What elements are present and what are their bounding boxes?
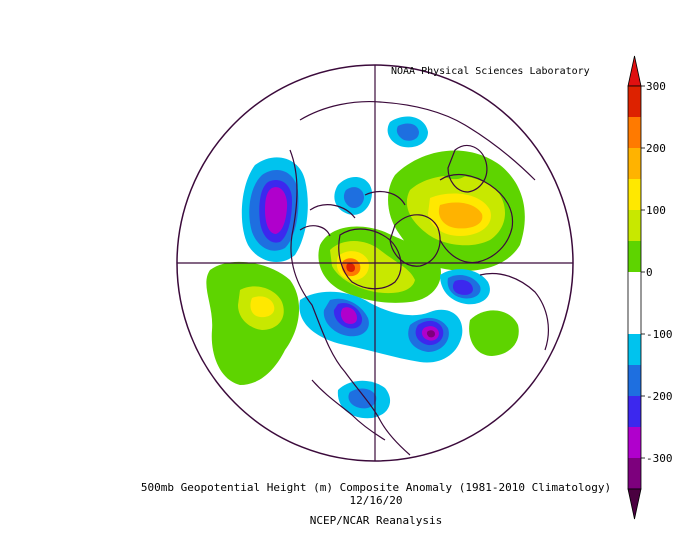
negative-anomaly-north-america-core: [426, 330, 435, 338]
positive-anomaly-atlantic: [469, 310, 519, 356]
colorbar-segment: [628, 334, 641, 365]
negative-anomaly-arctic-blue: [343, 187, 364, 208]
caption-title: 500mb Geopotential Height (m) Composite …: [140, 481, 612, 494]
colorbar-segment: [628, 86, 641, 117]
coastline-north-america: [289, 149, 411, 456]
negative-anomaly-north-america-magenta: [340, 307, 439, 341]
negative-anomaly-kara-blue: [396, 123, 419, 141]
colorbar: [627, 55, 645, 520]
colorbar-segment: [628, 396, 641, 427]
negative-anomaly-north-america-indigo: [333, 302, 444, 346]
coastline-canadian-arctic: [299, 191, 406, 237]
positive-anomaly-canada-max: [346, 263, 355, 272]
colorbar-segment: [628, 303, 641, 334]
credit-text: NOAA Physical Sciences Laboratory: [391, 66, 590, 77]
coastline-scandinavia: [447, 145, 488, 193]
colorbar-label-neg100: -100: [646, 328, 673, 341]
colorbar-label-neg200: -200: [646, 390, 673, 403]
coastline-greenland: [389, 214, 441, 267]
negative-anomaly-mediterranean-indigo: [452, 279, 473, 295]
colorbar-label-300: 300: [646, 80, 666, 93]
caption-date: 12/16/20: [349, 494, 403, 507]
coastline-africa: [479, 272, 550, 351]
colorbar-segment: [628, 179, 641, 210]
anomaly-fills: [206, 116, 525, 419]
colorbar-top-arrow: [627, 55, 642, 87]
colorbar-segment: [628, 117, 641, 148]
coastline-hudson-bay: [338, 228, 402, 290]
coastlines: [289, 101, 550, 456]
positive-anomaly-europe-max: [438, 202, 483, 229]
colorbar-segment: [628, 148, 641, 179]
colorbar-segment: [628, 427, 641, 458]
map-boundary: [176, 64, 574, 462]
graticule: [177, 65, 573, 461]
coastline-asia: [299, 101, 536, 181]
negative-anomaly-alaska-magenta: [265, 187, 288, 234]
colorbar-segment: [628, 365, 641, 396]
caption-source: NCEP/NCAR Reanalysis: [309, 514, 443, 527]
colorbar-label-200: 200: [646, 142, 666, 155]
colorbar-bottom-arrow: [627, 488, 642, 520]
positive-anomaly-pacific-core: [250, 296, 275, 318]
colorbar-segment: [628, 272, 641, 303]
colorbar-segment: [628, 458, 641, 489]
colorbar-label-100: 100: [646, 204, 666, 217]
colorbar-segment: [628, 210, 641, 241]
colorbar-label-0: 0: [646, 266, 653, 279]
coastline-mexico: [311, 379, 386, 441]
colorbar-label-neg300: -300: [646, 452, 673, 465]
coastline-europe: [439, 173, 514, 264]
colorbar-segment: [628, 241, 641, 272]
